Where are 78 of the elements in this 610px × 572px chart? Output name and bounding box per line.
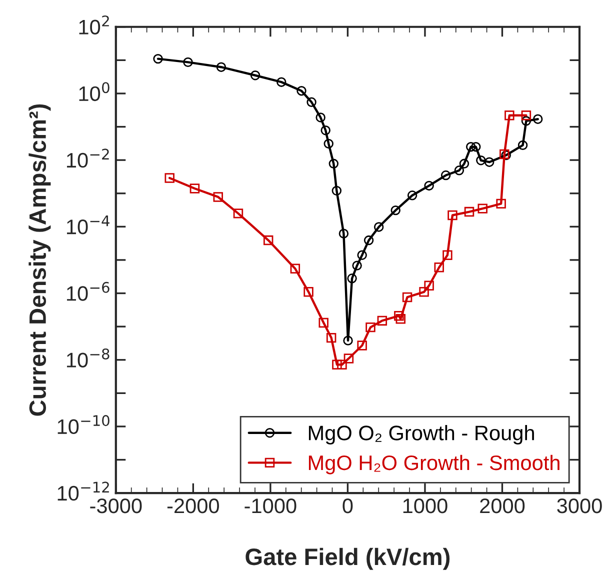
point <box>424 280 434 290</box>
point <box>263 235 274 246</box>
x-tick-label: 2000 <box>480 498 525 514</box>
point <box>496 198 506 209</box>
point <box>216 62 226 72</box>
point <box>337 360 347 370</box>
point <box>213 192 223 202</box>
point <box>153 54 163 64</box>
point <box>316 112 326 122</box>
point <box>357 250 367 260</box>
x-tick-label: -1000 <box>244 498 296 514</box>
point <box>407 190 418 200</box>
point <box>521 110 532 120</box>
point <box>320 126 330 136</box>
y-tick-label: 10$^{−10}$ <box>58 415 110 434</box>
point <box>318 318 328 328</box>
point <box>419 287 429 297</box>
point <box>326 332 336 343</box>
point <box>366 322 376 332</box>
point <box>390 205 400 216</box>
point <box>504 110 514 120</box>
y-tick-label: 10$^{−8}$ <box>67 348 110 368</box>
point <box>357 340 367 350</box>
point <box>338 228 349 238</box>
point <box>440 170 451 180</box>
point <box>377 316 388 326</box>
point <box>296 86 306 96</box>
point <box>304 287 314 297</box>
point <box>324 138 334 149</box>
point <box>344 354 354 364</box>
point <box>518 140 528 150</box>
x-tick-label: 3000 <box>557 498 602 514</box>
point <box>454 166 464 176</box>
point <box>476 156 486 166</box>
point <box>532 114 543 124</box>
point <box>352 260 362 270</box>
point <box>464 206 474 217</box>
point <box>424 180 434 191</box>
y-tick-label: 10$^{0}$ <box>79 82 110 102</box>
point <box>402 292 412 302</box>
point <box>396 314 406 324</box>
x-tick-label: 1000 <box>403 498 448 514</box>
point <box>250 70 260 80</box>
x-tick-label: -2000 <box>167 498 219 514</box>
point <box>471 142 481 152</box>
point <box>466 142 476 152</box>
point <box>276 77 286 87</box>
point <box>183 57 193 68</box>
point <box>394 310 404 321</box>
x-tick-label: 0 <box>342 498 353 514</box>
point <box>343 336 353 346</box>
legend-label: MgO O₂ Growth - Rough <box>308 425 534 444</box>
point <box>164 173 174 183</box>
y-tick-label: 10$^{−4}$ <box>67 215 110 234</box>
x-tick-label: -3000 <box>90 498 142 514</box>
point <box>521 116 532 126</box>
point <box>328 158 338 169</box>
y-tick-label: 10$^{−2}$ <box>67 148 109 168</box>
legend-label: MgO H₂O Growth - Smooth <box>308 454 560 474</box>
point <box>233 208 244 218</box>
y-tick-label: 10$^{2}$ <box>79 15 109 34</box>
point <box>484 157 494 167</box>
point <box>347 274 357 284</box>
x-axis-title: Gate Field (kV/cm) <box>246 548 450 570</box>
point <box>374 222 384 232</box>
point <box>306 97 316 107</box>
point <box>364 235 374 246</box>
point <box>290 264 300 274</box>
y-axis-title: Current Density (Amps/cm²) <box>28 104 51 416</box>
point <box>434 262 444 272</box>
point <box>442 250 452 260</box>
point <box>332 186 342 196</box>
point <box>448 210 458 220</box>
point <box>190 184 200 194</box>
point <box>478 204 488 214</box>
y-tick-label: 10$^{−6}$ <box>67 282 110 301</box>
point <box>332 360 342 370</box>
point <box>459 158 470 169</box>
